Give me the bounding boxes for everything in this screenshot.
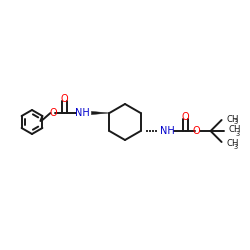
Text: NH: NH — [75, 108, 90, 118]
Text: O: O — [182, 112, 190, 122]
Text: NH: NH — [160, 126, 175, 136]
Polygon shape — [92, 112, 110, 114]
Text: CH: CH — [226, 138, 239, 147]
Text: 3: 3 — [234, 119, 238, 125]
Text: O: O — [60, 94, 68, 104]
Text: CH: CH — [228, 126, 241, 134]
Text: CH: CH — [226, 114, 239, 124]
Text: O: O — [193, 126, 200, 136]
Text: O: O — [50, 108, 57, 118]
Text: 3: 3 — [234, 144, 238, 150]
Text: 3: 3 — [236, 131, 240, 137]
